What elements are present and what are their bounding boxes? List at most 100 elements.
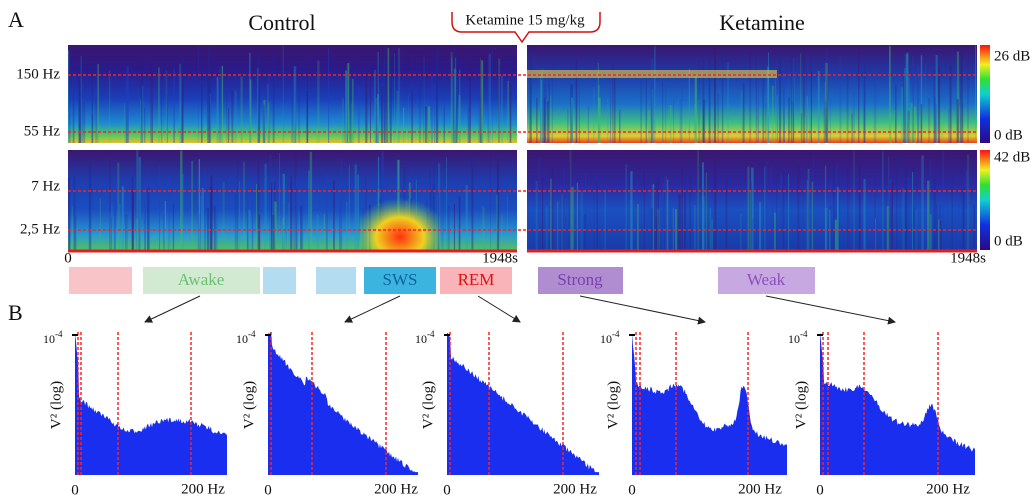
- texture: [272, 54, 275, 143]
- texture: [813, 154, 814, 250]
- texture: [427, 106, 431, 143]
- texture: [927, 180, 930, 250]
- texture: [751, 219, 754, 250]
- texture: [949, 65, 952, 143]
- texture: [575, 63, 578, 143]
- texture: [109, 157, 111, 250]
- texture: [570, 187, 573, 250]
- texture: [673, 99, 675, 143]
- texture: [941, 111, 944, 143]
- texture: [902, 188, 905, 250]
- texture: [411, 48, 413, 144]
- texture: [807, 169, 810, 250]
- texture: [374, 70, 377, 143]
- texture: [256, 67, 259, 143]
- texture: [749, 50, 752, 143]
- texture: [937, 63, 940, 143]
- freq-label: 2,5 Hz: [20, 221, 60, 237]
- texture: [825, 207, 828, 250]
- texture: [172, 202, 175, 250]
- texture: [209, 93, 211, 143]
- texture: [888, 156, 890, 250]
- colorbar-label: 0 dB: [994, 127, 1023, 143]
- texture: [285, 212, 287, 250]
- texture: [933, 175, 936, 250]
- texture: [75, 215, 77, 250]
- texture: [811, 72, 812, 143]
- texture: [863, 63, 866, 144]
- texture: [306, 91, 309, 143]
- state-label: Awake: [178, 270, 225, 289]
- texture: [739, 213, 742, 250]
- texture: [146, 176, 149, 250]
- texture: [131, 177, 134, 250]
- state-label: SWS: [383, 270, 418, 289]
- texture: [382, 63, 384, 143]
- texture: [672, 207, 674, 250]
- texture: [434, 83, 435, 143]
- texture: [197, 207, 200, 250]
- texture: [207, 207, 210, 250]
- texture: [675, 209, 677, 250]
- texture: [832, 166, 835, 250]
- texture: [914, 106, 916, 143]
- texture: [249, 103, 251, 143]
- texture: [775, 71, 776, 143]
- texture: [858, 163, 861, 250]
- spectrum: [447, 332, 599, 475]
- texture: [209, 72, 212, 143]
- x-tick-label: 0: [628, 482, 636, 498]
- texture: [498, 58, 501, 144]
- texture: [973, 204, 976, 250]
- texture: [199, 213, 201, 250]
- texture: [113, 183, 116, 250]
- texture: [858, 49, 860, 143]
- texture: [282, 173, 285, 250]
- texture: [817, 70, 820, 143]
- texture: [308, 170, 310, 250]
- texture: [267, 102, 270, 143]
- texture: [563, 167, 565, 250]
- spectrum: [268, 332, 418, 475]
- texture: [201, 84, 203, 143]
- texture: [423, 53, 424, 143]
- texture: [873, 68, 877, 143]
- texture: [766, 66, 770, 143]
- texture: [826, 46, 828, 143]
- time-label: 1948s: [482, 250, 518, 266]
- texture: [788, 97, 790, 143]
- texture: [630, 171, 633, 250]
- panel-label: B: [8, 300, 23, 325]
- texture: [925, 63, 927, 143]
- texture: [705, 172, 707, 250]
- texture: [960, 46, 961, 143]
- y-axis-label: V² (log): [241, 381, 257, 429]
- texture: [323, 214, 325, 250]
- spectrogram: [68, 45, 517, 143]
- texture: [837, 190, 839, 250]
- texture: [636, 180, 639, 250]
- texture: [851, 113, 853, 143]
- time-label: 1948s: [950, 250, 986, 266]
- texture: [69, 113, 72, 143]
- texture: [653, 184, 655, 250]
- texture: [117, 162, 120, 250]
- texture: [895, 84, 897, 143]
- x-tick-label: 0: [816, 482, 824, 498]
- texture: [689, 173, 692, 250]
- texture: [571, 186, 575, 250]
- texture: [837, 186, 839, 250]
- texture: [446, 157, 447, 250]
- texture: [912, 55, 914, 143]
- texture: [354, 164, 357, 250]
- texture: [167, 94, 168, 143]
- texture: [829, 99, 831, 143]
- texture: [655, 178, 658, 250]
- texture: [598, 97, 601, 143]
- y-axis-label: V² (log): [605, 381, 621, 429]
- texture: [921, 155, 924, 250]
- texture: [540, 72, 542, 143]
- texture: [569, 150, 572, 250]
- injection-bracket: [451, 12, 601, 44]
- y-scale: 10-4: [236, 329, 256, 346]
